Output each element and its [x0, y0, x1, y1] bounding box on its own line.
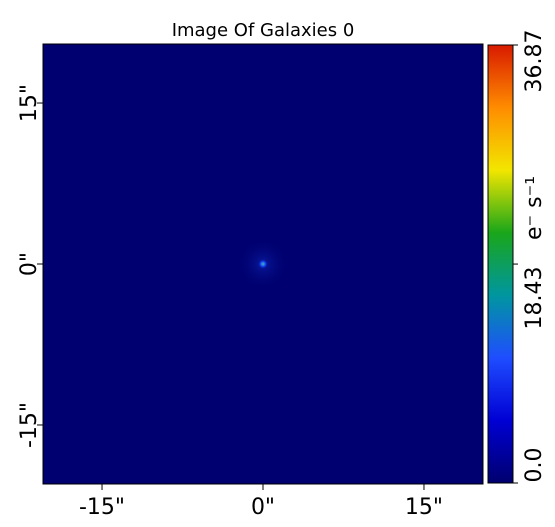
y-tick-label: -15": [17, 402, 42, 448]
y-axis: -15" 0" 15": [17, 84, 43, 448]
colorbar-ticks: 0.0 18.43 36.87: [513, 30, 547, 484]
galaxy-core: [258, 259, 268, 269]
x-axis: -15" 0" 15": [79, 484, 443, 520]
y-tick-label: 0": [17, 252, 42, 276]
x-tick-label: -15": [79, 495, 125, 520]
x-tick-label: 0": [251, 495, 275, 520]
colorbar-label: e⁻ s⁻¹: [522, 176, 547, 240]
colorbar: 0.0 18.43 36.87 e⁻ s⁻¹: [487, 30, 547, 484]
colorbar-gradient: [487, 44, 514, 484]
colorbar-tick-label: 36.87: [522, 30, 547, 93]
x-tick-label: 15": [405, 495, 443, 520]
chart-title: Image Of Galaxies 0: [172, 20, 355, 41]
colorbar-tick-label: 18.43: [522, 267, 547, 330]
plot-area: [42, 43, 484, 485]
colorbar-tick-label: 0.0: [522, 448, 547, 483]
y-tick-label: 15": [17, 84, 42, 122]
